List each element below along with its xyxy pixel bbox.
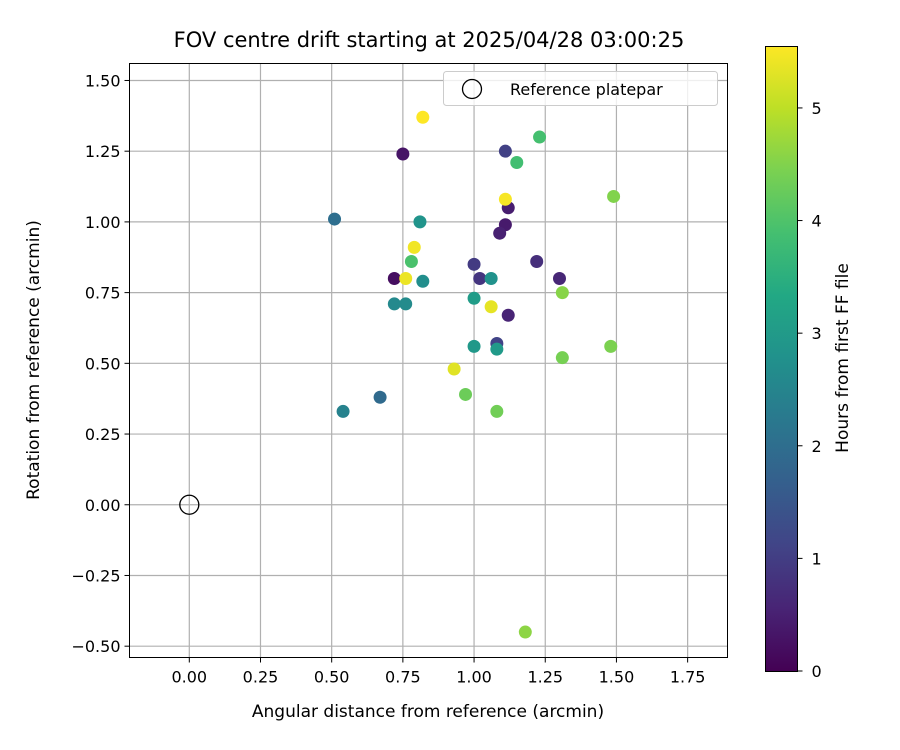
data-point — [459, 387, 473, 401]
x-tick-label: 1.50 — [599, 668, 635, 687]
data-point — [396, 147, 410, 161]
legend-marker — [461, 78, 483, 100]
y-tick-label: 1.25 — [85, 142, 121, 161]
data-points — [328, 110, 621, 639]
data-point — [416, 110, 430, 124]
y-tick-label: 0.75 — [85, 284, 121, 303]
data-point — [467, 339, 481, 353]
data-point — [447, 362, 461, 376]
data-point — [484, 300, 498, 314]
x-tick-label: 0.50 — [314, 668, 350, 687]
legend-box — [443, 71, 718, 106]
data-point — [399, 297, 413, 311]
data-point — [387, 297, 401, 311]
grid-lines — [129, 63, 728, 658]
colorbar-frame — [765, 46, 798, 672]
plot-frame — [129, 63, 728, 658]
legend-label: Reference platepar — [510, 80, 663, 99]
y-tick-label: 0.00 — [85, 496, 121, 515]
data-point — [518, 625, 532, 639]
x-tick-label: 1.75 — [670, 668, 706, 687]
colorbar-tick-label: 4 — [812, 212, 822, 231]
data-point — [467, 257, 481, 271]
y-tick-label: −0.50 — [71, 637, 120, 656]
colorbar-tick-label: 5 — [812, 99, 822, 118]
x-tick-label: 1.25 — [527, 668, 563, 687]
y-tick-label: 1.00 — [85, 213, 121, 232]
colorbar-ticks: 0 1 2 3 4 5 — [797, 99, 822, 681]
data-point — [407, 240, 421, 254]
data-point — [533, 130, 547, 144]
data-point — [467, 291, 481, 305]
data-point — [387, 271, 401, 285]
data-point — [336, 404, 350, 418]
colorbar-gradient — [765, 46, 797, 671]
data-point — [413, 215, 427, 229]
colorbar: 0 1 2 3 4 5 Hours from first FF file — [765, 46, 853, 681]
data-point — [490, 404, 504, 418]
y-tick-label: −0.25 — [71, 566, 120, 585]
x-tick-label: 0.00 — [171, 668, 207, 687]
data-point — [404, 255, 418, 268]
data-point — [493, 226, 507, 240]
y-tick-label: 0.50 — [85, 354, 121, 373]
data-point — [328, 212, 342, 226]
data-point — [416, 274, 430, 288]
data-point — [555, 351, 569, 365]
y-axis-ticks: −0.50 −0.25 0.00 0.25 0.50 0.75 1.00 1.25 1.50 — [71, 71, 130, 656]
data-point — [604, 339, 618, 353]
data-point — [373, 390, 387, 404]
data-point — [498, 144, 512, 158]
x-axis-label: Angular distance from reference (arcmin) — [252, 702, 604, 722]
data-point — [552, 271, 566, 285]
data-point — [473, 271, 487, 285]
colorbar-tick-label: 2 — [812, 437, 822, 456]
x-axis-ticks: 0.00 0.25 0.50 0.75 1.00 1.25 1.50 1.75 — [171, 657, 706, 687]
colorbar-tick-label: 0 — [812, 662, 822, 681]
colorbar-label: Hours from first FF file — [833, 263, 853, 453]
data-point — [490, 342, 504, 356]
x-tick-label: 0.75 — [385, 668, 421, 687]
data-point — [555, 286, 569, 300]
y-axis-label: Rotation from reference (arcmin) — [24, 220, 44, 500]
data-point — [607, 189, 621, 203]
x-tick-label: 1.00 — [456, 668, 492, 687]
data-point — [484, 271, 498, 285]
y-tick-label: 0.25 — [85, 425, 121, 444]
data-point — [510, 156, 524, 169]
x-tick-label: 0.25 — [243, 668, 279, 687]
data-point — [399, 271, 413, 285]
data-point — [501, 308, 515, 322]
reference-platepar — [179, 494, 200, 515]
y-tick-label: 1.50 — [85, 71, 121, 90]
reference-marker — [179, 494, 200, 515]
legend: Reference platepar — [443, 71, 718, 106]
chart-title: FOV centre drift starting at 2025/04/28 … — [174, 28, 685, 52]
data-point — [498, 192, 512, 206]
colorbar-tick-label: 1 — [812, 549, 822, 568]
data-point — [530, 255, 544, 268]
colorbar-tick-label: 3 — [812, 324, 822, 343]
